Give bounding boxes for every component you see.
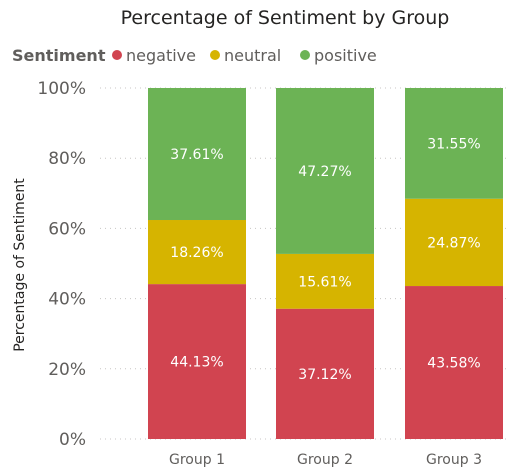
legend: Sentiment negative neutral positive xyxy=(12,46,377,65)
x-axis-ticks: Group 1 Group 2 Group 3 xyxy=(169,452,482,468)
data-label: 24.87% xyxy=(427,235,480,251)
y-tick-label: 0% xyxy=(59,430,86,450)
x-tick-label: Group 3 xyxy=(426,452,482,468)
legend-label-negative: negative xyxy=(126,46,196,65)
y-tick-label: 20% xyxy=(48,360,86,380)
y-tick-label: 80% xyxy=(48,149,86,169)
y-tick-label: 40% xyxy=(48,290,86,310)
legend-label-neutral: neutral xyxy=(224,46,281,65)
data-label: 47.27% xyxy=(298,164,351,180)
y-tick-label: 100% xyxy=(37,79,86,99)
x-tick-label: Group 1 xyxy=(169,452,225,468)
data-label: 15.61% xyxy=(298,274,351,290)
legend-label-positive: positive xyxy=(314,46,377,65)
data-label: 44.13% xyxy=(170,355,223,371)
bar-segment-neutral[interactable] xyxy=(276,253,374,309)
y-tick-label: 60% xyxy=(48,219,86,239)
bar-segment-neutral[interactable] xyxy=(405,198,503,287)
bar-segment-positive[interactable] xyxy=(405,88,503,199)
chart-title: Percentage of Sentiment by Group xyxy=(121,7,450,29)
data-label: 37.12% xyxy=(298,367,351,383)
bar-segment-negative[interactable] xyxy=(148,284,246,439)
data-label: 43.58% xyxy=(427,356,480,372)
x-tick-label: Group 2 xyxy=(297,452,353,468)
legend-title: Sentiment xyxy=(12,46,106,65)
bar-segment-negative[interactable] xyxy=(276,308,374,439)
legend-marker-positive xyxy=(300,50,310,60)
data-label: 31.55% xyxy=(427,136,480,152)
legend-marker-negative xyxy=(112,50,122,60)
bar-segment-neutral[interactable] xyxy=(148,220,246,285)
legend-marker-neutral xyxy=(210,50,220,60)
y-axis-ticks: 0% 20% 40% 60% 80% 100% xyxy=(37,79,86,450)
data-label: 18.26% xyxy=(170,245,223,261)
bar-segment-positive[interactable] xyxy=(148,88,246,221)
data-label: 37.61% xyxy=(170,147,223,163)
y-axis-label: Percentage of Sentiment xyxy=(12,178,28,352)
bar-segment-negative[interactable] xyxy=(405,286,503,439)
bar-segment-positive[interactable] xyxy=(276,88,374,254)
bars: 44.13% 18.26% 37.61% 37.12% 15.61% 47.27% 43.5… xyxy=(148,88,503,439)
